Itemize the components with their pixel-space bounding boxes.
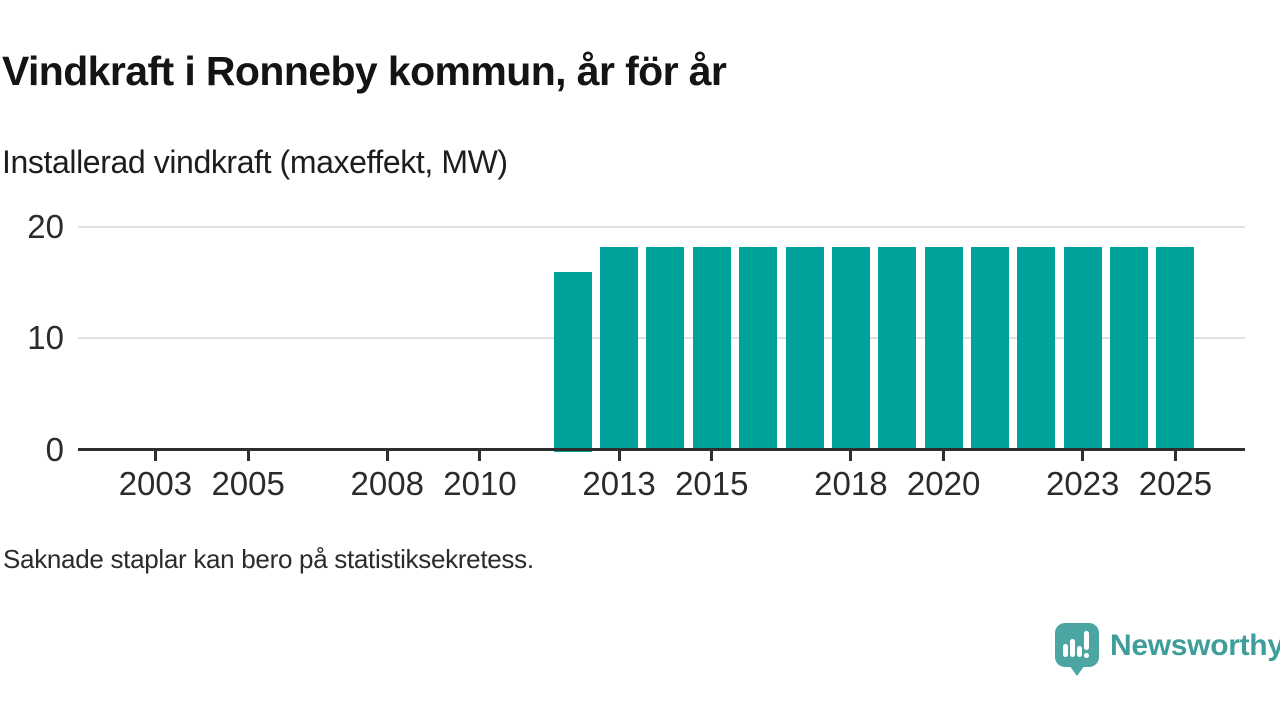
y-axis-label: 0	[45, 430, 64, 468]
x-axis-tick	[849, 451, 853, 461]
bar-2014	[646, 247, 685, 452]
x-axis-tick	[1081, 451, 1085, 461]
bar-2021	[970, 247, 1009, 452]
y-axis-label: 10	[27, 319, 64, 357]
newsworthy-logo-text: Newsworthy	[1110, 629, 1280, 662]
x-axis-label: 2018	[814, 465, 888, 502]
bar-2016	[739, 247, 778, 452]
bar-2019	[878, 247, 917, 452]
x-axis-label: 2008	[350, 465, 424, 502]
bar-2012	[553, 271, 592, 452]
bar-2023	[1063, 247, 1102, 452]
x-axis-line	[78, 448, 1245, 451]
x-axis-tick	[153, 451, 157, 461]
x-axis-tick	[246, 451, 250, 461]
x-axis-label: 2013	[582, 465, 656, 502]
bar-2025	[1156, 247, 1195, 452]
x-axis-tick	[478, 451, 482, 461]
x-axis-label: 2025	[1138, 465, 1213, 502]
x-axis-label: 2010	[443, 465, 517, 502]
chart-subtitle: Installerad vindkraft (maxeffekt, MW)	[2, 144, 508, 180]
bar-2022	[1017, 247, 1056, 452]
x-axis-label: 2015	[675, 465, 749, 502]
x-axis-tick	[710, 451, 714, 461]
bar-2020	[924, 247, 963, 452]
bar-2018	[831, 247, 870, 452]
x-axis-label: 2023	[1046, 465, 1120, 502]
bar-2013	[600, 247, 639, 452]
x-axis-tick	[942, 451, 946, 461]
gridline	[78, 226, 1245, 228]
y-axis-label: 20	[27, 208, 64, 245]
bar-2024	[1110, 247, 1149, 452]
x-axis-tick	[617, 451, 621, 461]
x-axis-label: 2005	[211, 465, 285, 502]
bar-2017	[785, 247, 824, 452]
x-axis-tick	[385, 451, 389, 461]
x-axis-label: 2020	[906, 465, 981, 502]
x-axis-label: 2003	[118, 465, 193, 502]
newsworthy-logo-icon	[1055, 623, 1099, 676]
footnote: Saknade staplar kan bero på statistiksek…	[3, 544, 534, 574]
x-axis-tick	[1173, 451, 1177, 461]
bar-2015	[692, 247, 731, 452]
chart-title: Vindkraft i Ronneby kommun, år för år	[2, 48, 727, 94]
newsworthy-logo: Newsworthy	[1055, 623, 1280, 677]
